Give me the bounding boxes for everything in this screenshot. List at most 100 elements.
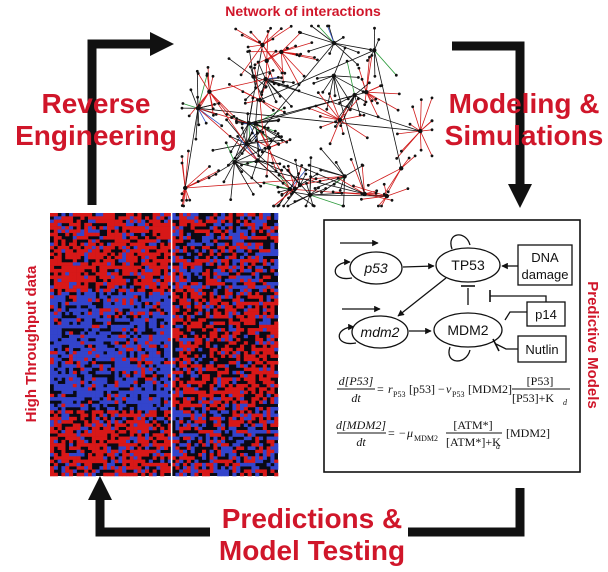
heatmap-cell xyxy=(129,406,134,411)
heatmap-cell xyxy=(213,291,218,296)
heatmap-cell xyxy=(175,229,180,234)
heatmap-cell xyxy=(194,341,199,345)
heatmap-cell xyxy=(84,324,89,329)
network-edge xyxy=(242,34,263,46)
network-edge xyxy=(184,108,199,189)
heatmap-cell xyxy=(69,397,74,401)
heatmap-cell xyxy=(255,429,260,434)
heatmap-cell xyxy=(183,295,188,299)
heatmap-cell xyxy=(224,265,229,270)
heatmap-cell xyxy=(255,236,260,240)
heatmap-cell xyxy=(232,406,237,411)
heatmap-cell xyxy=(190,295,195,299)
heatmap-cell xyxy=(118,222,123,227)
heatmap-cell xyxy=(179,268,184,273)
heatmap-cell xyxy=(88,318,93,322)
heatmap-cell xyxy=(251,459,256,464)
heatmap-cell xyxy=(183,262,188,266)
heatmap-cell xyxy=(164,341,169,345)
heatmap-cell xyxy=(148,272,153,276)
heatmap-cell xyxy=(240,249,245,253)
heatmap-cell xyxy=(84,469,89,474)
network-node xyxy=(430,154,434,158)
network-node xyxy=(258,40,261,44)
heatmap-cell xyxy=(164,452,169,457)
heatmap-cell xyxy=(91,393,96,398)
network-node xyxy=(269,139,273,143)
heatmap-cell xyxy=(122,364,127,368)
heatmap-cell xyxy=(69,331,74,335)
heatmap-cell xyxy=(148,443,153,447)
heatmap-cell xyxy=(171,377,176,381)
heatmap-cell xyxy=(217,219,222,224)
heatmap-cell xyxy=(91,459,96,464)
heatmap-cell xyxy=(72,272,77,276)
heatmap-cell xyxy=(228,420,233,424)
heatmap-cell xyxy=(164,222,169,227)
network-hub-node xyxy=(253,121,258,126)
heatmap-cell xyxy=(183,403,188,408)
network-node xyxy=(320,191,323,194)
heatmap-cell xyxy=(141,324,146,329)
network-edge xyxy=(259,130,270,148)
heatmap-cell xyxy=(236,328,241,332)
heatmap-cell xyxy=(221,314,226,319)
heatmap-cell xyxy=(65,397,70,401)
heatmap-cell xyxy=(247,331,252,335)
heatmap-cell xyxy=(209,232,214,237)
heatmap-cell xyxy=(175,318,180,322)
heatmap-cell xyxy=(152,456,157,460)
heatmap-cell xyxy=(65,216,70,220)
network-node xyxy=(273,129,277,133)
heatmap-cell xyxy=(274,236,279,240)
network-edge xyxy=(246,132,258,145)
heatmap-cell xyxy=(251,423,256,427)
heatmap-cell xyxy=(251,364,256,368)
heatmap-cell xyxy=(76,278,81,283)
heatmap-cell xyxy=(69,357,74,362)
heatmap-cell xyxy=(107,420,112,424)
heatmap-cell xyxy=(152,298,157,303)
heatmap-cell xyxy=(107,311,112,316)
heatmap-cell xyxy=(243,341,248,345)
heatmap-cell xyxy=(65,433,70,437)
heatmap-cell xyxy=(194,295,199,299)
heatmap-cell xyxy=(213,311,218,316)
heatmap-cell xyxy=(236,390,241,395)
heatmap-cell xyxy=(65,321,70,326)
heatmap-cell xyxy=(240,374,245,378)
heatmap-cell xyxy=(175,245,180,250)
heatmap-cell xyxy=(126,334,131,339)
heatmap-cell xyxy=(247,367,252,372)
heatmap-cell xyxy=(186,278,191,283)
heatmap-cell xyxy=(194,410,199,414)
heatmap-cell xyxy=(205,344,210,349)
heatmap-cell xyxy=(236,301,241,306)
heatmap-cell xyxy=(152,305,157,309)
heatmap-cell xyxy=(50,242,55,247)
heatmap-cell xyxy=(84,439,89,444)
heatmap-cell xyxy=(198,426,203,431)
eq1-frac-denominator-sub: d xyxy=(563,398,568,407)
heatmap-cell xyxy=(156,446,161,450)
heatmap-cell xyxy=(126,219,131,224)
heatmap-cell xyxy=(84,265,89,270)
network-edge xyxy=(262,44,283,74)
heatmap-cell xyxy=(72,222,77,227)
heatmap-cell xyxy=(243,285,248,289)
network-edge xyxy=(254,67,261,101)
heatmap-cell xyxy=(160,429,165,434)
heatmap-cell xyxy=(228,377,233,381)
heatmap-cell xyxy=(99,226,104,230)
network-node xyxy=(314,177,318,181)
heatmap-cell xyxy=(129,367,134,372)
predictions-label-line1: Predictions & xyxy=(222,503,402,534)
heatmap-cell xyxy=(114,354,119,358)
heatmap-cell xyxy=(259,390,264,395)
network-node xyxy=(271,108,275,112)
network-node xyxy=(336,176,340,180)
heatmap-cell xyxy=(202,400,207,404)
heatmap-cell xyxy=(213,459,218,464)
heatmap-cell xyxy=(137,213,142,217)
heatmap-cell xyxy=(107,259,112,263)
